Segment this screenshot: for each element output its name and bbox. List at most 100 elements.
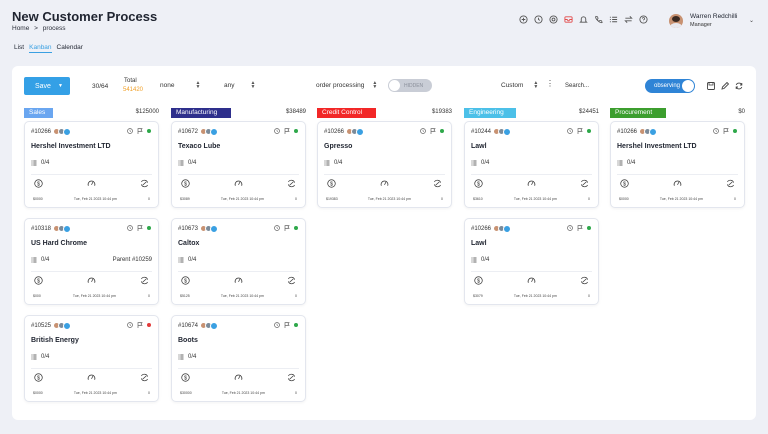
gauge-icon[interactable] xyxy=(527,276,536,285)
clock-icon[interactable] xyxy=(274,322,280,328)
dollar-icon[interactable]: $ xyxy=(327,179,336,188)
bell-icon[interactable] xyxy=(578,14,588,24)
deal-card[interactable]: #10525 British Energy 0/4 $ $0000 Tue, Fe… xyxy=(24,315,159,402)
chevron-down-icon[interactable]: ⌄ xyxy=(749,18,755,24)
dollar-icon[interactable]: $ xyxy=(34,276,43,285)
help-icon[interactable] xyxy=(638,14,648,24)
deal-card[interactable]: #10266 Lawl 0/4 $ $3079 Tue, Feb 21 2023 … xyxy=(464,218,599,305)
gauge-icon[interactable] xyxy=(87,179,96,188)
swap-icon[interactable] xyxy=(623,14,633,24)
clock-icon[interactable] xyxy=(274,225,280,231)
parent-link[interactable]: Parent #10259 xyxy=(112,257,152,263)
dollar-icon[interactable]: $ xyxy=(181,276,190,285)
dollar-icon[interactable]: $ xyxy=(34,179,43,188)
assignee-avatars[interactable] xyxy=(493,225,511,233)
cycle-icon[interactable] xyxy=(433,179,442,188)
inbox-icon[interactable] xyxy=(563,14,573,24)
cycle-icon[interactable] xyxy=(287,276,296,285)
dollar-icon[interactable]: $ xyxy=(474,276,483,285)
cycle-icon[interactable] xyxy=(580,276,589,285)
clock-icon[interactable] xyxy=(567,128,573,134)
deal-card[interactable]: #10266 Hershel Investment LTD 0/4 $ $000… xyxy=(24,121,159,208)
clock-icon[interactable] xyxy=(127,128,133,134)
search-input[interactable]: Search... xyxy=(565,83,590,89)
dollar-icon[interactable]: $ xyxy=(34,373,43,382)
flag-icon[interactable] xyxy=(577,225,583,231)
gauge-icon[interactable] xyxy=(673,179,682,188)
dollar-icon[interactable]: $ xyxy=(181,373,190,382)
phone-icon[interactable] xyxy=(593,14,603,24)
dollar-icon[interactable]: $ xyxy=(181,179,190,188)
flag-icon[interactable] xyxy=(137,322,143,328)
cycle-icon[interactable] xyxy=(287,179,296,188)
breadcrumb-home[interactable]: Home xyxy=(12,25,30,32)
flag-icon[interactable] xyxy=(284,225,290,231)
cycle-icon[interactable] xyxy=(726,179,735,188)
flag-icon[interactable] xyxy=(137,128,143,134)
assignee-avatars[interactable] xyxy=(200,128,218,136)
flag-icon[interactable] xyxy=(137,225,143,231)
deal-card[interactable]: #10266 Hershel Investment LTD 0/4 $ $000… xyxy=(610,121,745,208)
gauge-icon[interactable] xyxy=(234,179,243,188)
observing-toggle[interactable]: observing xyxy=(645,79,695,93)
refresh-icon[interactable] xyxy=(735,82,743,90)
sort-select[interactable]: Custom ▲ ▼ xyxy=(501,81,538,90)
clock-icon[interactable] xyxy=(127,322,133,328)
flag-icon[interactable] xyxy=(577,128,583,134)
assignee-avatars[interactable] xyxy=(346,128,364,136)
hidden-toggle[interactable]: HIDDEN xyxy=(388,79,432,92)
assignee-avatars[interactable] xyxy=(53,322,71,330)
save-disk-icon[interactable] xyxy=(707,82,715,90)
assignee-avatars[interactable] xyxy=(493,128,511,136)
gauge-icon[interactable] xyxy=(87,373,96,382)
flag-icon[interactable] xyxy=(430,128,436,134)
flag-icon[interactable] xyxy=(284,128,290,134)
plus-circle-icon[interactable] xyxy=(518,14,528,24)
cycle-icon[interactable] xyxy=(140,179,149,188)
gauge-icon[interactable] xyxy=(87,276,96,285)
assignee-avatars[interactable] xyxy=(200,322,218,330)
dollar-icon[interactable]: $ xyxy=(474,179,483,188)
deal-card[interactable]: #10318 US Hard Chrome 0/4 Parent #10259 … xyxy=(24,218,159,305)
save-button[interactable]: Save ▼ xyxy=(24,77,70,95)
gauge-icon[interactable] xyxy=(527,179,536,188)
status-select[interactable]: order processing ▲ ▼ xyxy=(316,81,377,90)
tab-kanban[interactable]: Kanban xyxy=(29,44,52,53)
list-icon[interactable] xyxy=(608,14,618,24)
deal-card[interactable]: #10672 Texaco Lube 0/4 $ $3089 Tue, Feb 2… xyxy=(171,121,306,208)
assignee-avatars[interactable] xyxy=(639,128,657,136)
deal-card[interactable]: #10674 Boots 0/4 $ $30000 Tue, Feb 21 202… xyxy=(171,315,306,402)
column-tag[interactable]: Credit Control xyxy=(317,108,376,118)
clock-icon[interactable] xyxy=(420,128,426,134)
assignee-avatars[interactable] xyxy=(200,225,218,233)
column-tag[interactable]: Engineering xyxy=(464,108,516,118)
user-menu[interactable]: Warren Redchilli Manager xyxy=(669,12,737,29)
clock-icon[interactable] xyxy=(533,14,543,24)
deal-card[interactable]: #10244 Lawl 0/4 $ $3610 Tue, Feb 21 2023 … xyxy=(464,121,599,208)
column-tag[interactable]: Procurement xyxy=(610,108,666,118)
clock-icon[interactable] xyxy=(127,225,133,231)
assignee-avatars[interactable] xyxy=(53,225,71,233)
clock-icon[interactable] xyxy=(567,225,573,231)
column-tag[interactable]: Sales xyxy=(24,108,53,118)
clock-icon[interactable] xyxy=(713,128,719,134)
target-icon[interactable] xyxy=(548,14,558,24)
cycle-icon[interactable] xyxy=(140,373,149,382)
tab-list[interactable]: List xyxy=(14,44,25,51)
filter-select-2[interactable]: any ▲ ▼ xyxy=(224,81,255,90)
gauge-icon[interactable] xyxy=(380,179,389,188)
deal-card[interactable]: #10673 Caltox 0/4 $ $5125 Tue, Feb 21 202… xyxy=(171,218,306,305)
more-options-icon[interactable]: ⋮ xyxy=(546,79,554,88)
assignee-avatars[interactable] xyxy=(53,128,71,136)
dollar-icon[interactable]: $ xyxy=(620,179,629,188)
cycle-icon[interactable] xyxy=(140,276,149,285)
cycle-icon[interactable] xyxy=(580,179,589,188)
cycle-icon[interactable] xyxy=(287,373,296,382)
column-tag[interactable]: Manufacturing xyxy=(171,108,231,118)
filter-select-1[interactable]: none ▲ ▼ xyxy=(160,81,200,90)
edit-icon[interactable] xyxy=(721,82,729,90)
gauge-icon[interactable] xyxy=(234,276,243,285)
clock-icon[interactable] xyxy=(274,128,280,134)
gauge-icon[interactable] xyxy=(234,373,243,382)
deal-card[interactable]: #10266 Gpresso 0/4 $ $19383 Tue, Feb 21 2… xyxy=(317,121,452,208)
